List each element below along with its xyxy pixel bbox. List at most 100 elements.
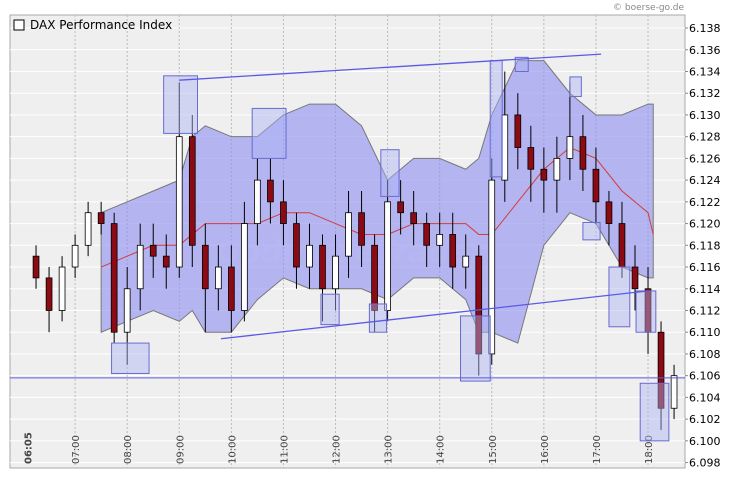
candle-body xyxy=(175,136,183,268)
pattern-box xyxy=(582,221,601,241)
y-tick-label: 6.118 xyxy=(689,239,721,252)
candle-body xyxy=(540,168,548,181)
pattern-box xyxy=(635,290,657,333)
x-tick-label: 08:00 xyxy=(123,435,134,464)
candle-body xyxy=(45,277,53,311)
y-tick-label: 6.120 xyxy=(689,218,721,231)
candle-body xyxy=(514,114,522,148)
candle-body xyxy=(215,266,222,290)
pattern-box xyxy=(460,315,491,382)
x-tick-label: 17:00 xyxy=(592,435,603,464)
candle-body xyxy=(110,223,118,333)
pattern-box xyxy=(489,60,503,178)
candle-body xyxy=(488,179,496,355)
candle-body xyxy=(618,223,626,268)
pattern-box xyxy=(368,303,388,333)
x-tick-label: 06:05 xyxy=(23,432,34,464)
y-tick-label: 6.136 xyxy=(689,44,721,57)
y-tick-label: 6.134 xyxy=(689,65,721,78)
y-tick-label: 6.116 xyxy=(689,261,721,274)
candle-body xyxy=(345,212,352,257)
y-tick-label: 6.102 xyxy=(689,413,721,426)
x-tick-label: 12:00 xyxy=(332,435,343,464)
y-tick-label: 6.098 xyxy=(689,457,721,470)
y-tick-label: 6.110 xyxy=(689,326,721,339)
y-tick-label: 6.138 xyxy=(689,22,721,35)
x-tick-label: 13:00 xyxy=(384,435,395,464)
y-tick-label: 6.124 xyxy=(689,174,721,187)
candle-body xyxy=(162,255,170,268)
candle-body xyxy=(241,223,248,311)
candle-body xyxy=(332,255,339,290)
pattern-box xyxy=(514,56,529,72)
candle-body xyxy=(397,201,404,214)
candle-body xyxy=(631,266,639,290)
candle-body xyxy=(358,212,365,246)
pattern-box xyxy=(569,76,582,97)
candle-body xyxy=(71,244,79,268)
candle-body xyxy=(136,244,144,290)
candle-body xyxy=(657,331,665,409)
trend-line xyxy=(220,290,649,340)
y-tick-label: 6.100 xyxy=(689,435,721,448)
y-tick-label: 6.122 xyxy=(689,196,721,209)
y-tick-label: 6.130 xyxy=(689,109,721,122)
candle-body xyxy=(410,212,417,224)
y-tick-label: 6.128 xyxy=(689,131,721,144)
candle-body xyxy=(319,244,326,290)
candle-body xyxy=(228,266,235,311)
legend-label: DAX Performance Index xyxy=(30,18,172,32)
pattern-box xyxy=(251,107,287,159)
candle-body xyxy=(605,201,613,224)
candle-body xyxy=(149,244,157,257)
candle-body xyxy=(384,201,391,311)
pattern-box xyxy=(608,266,631,328)
candle-body xyxy=(449,234,457,268)
pattern-box xyxy=(163,75,198,134)
source: © boerse-go.de xyxy=(613,3,684,13)
y-tick-label: 6.104 xyxy=(689,391,721,404)
candle-body xyxy=(32,255,40,279)
candle-body xyxy=(579,136,587,170)
candle-body xyxy=(267,179,274,203)
x-tick-label: 07:00 xyxy=(71,435,82,464)
candle-body xyxy=(123,288,131,333)
candle-body xyxy=(553,157,561,181)
candle-body xyxy=(280,201,287,224)
candle-body xyxy=(423,223,430,246)
y-tick-label: 6.132 xyxy=(689,87,721,100)
candle-body xyxy=(58,266,66,311)
candle-body xyxy=(306,244,313,268)
pattern-box xyxy=(380,149,400,197)
candle-body xyxy=(592,168,600,203)
x-tick-label: 11:00 xyxy=(279,435,290,464)
y-tick-label: 6.108 xyxy=(689,348,721,361)
candle-body xyxy=(527,147,535,170)
y-tick-label: 6.114 xyxy=(689,283,721,296)
candle-body xyxy=(436,234,444,246)
y-tick-label: 6.112 xyxy=(689,304,721,317)
pattern-box xyxy=(320,293,340,326)
candle-body xyxy=(566,136,574,159)
pattern-box xyxy=(111,342,150,374)
x-tick-label: 15:00 xyxy=(488,435,499,464)
candle-body xyxy=(670,375,678,409)
candle-body xyxy=(462,255,470,268)
x-tick-label: 14:00 xyxy=(436,435,447,464)
x-tick-label: 18:00 xyxy=(644,435,655,464)
x-tick-label: 16:00 xyxy=(540,435,551,464)
x-tick-label: 09:00 xyxy=(175,435,186,464)
candle-body xyxy=(97,212,105,224)
y-tick-label: 6.106 xyxy=(689,370,721,383)
candle-body xyxy=(371,244,378,311)
y-tick-label: 6.126 xyxy=(689,152,721,165)
trend-line xyxy=(179,53,602,81)
candle-body xyxy=(501,114,509,181)
candle-body xyxy=(475,255,483,355)
pattern-box xyxy=(639,382,670,442)
candle-body xyxy=(254,179,261,224)
candle-body xyxy=(188,136,196,246)
candle-body xyxy=(293,223,300,268)
legend-swatch xyxy=(13,19,25,31)
